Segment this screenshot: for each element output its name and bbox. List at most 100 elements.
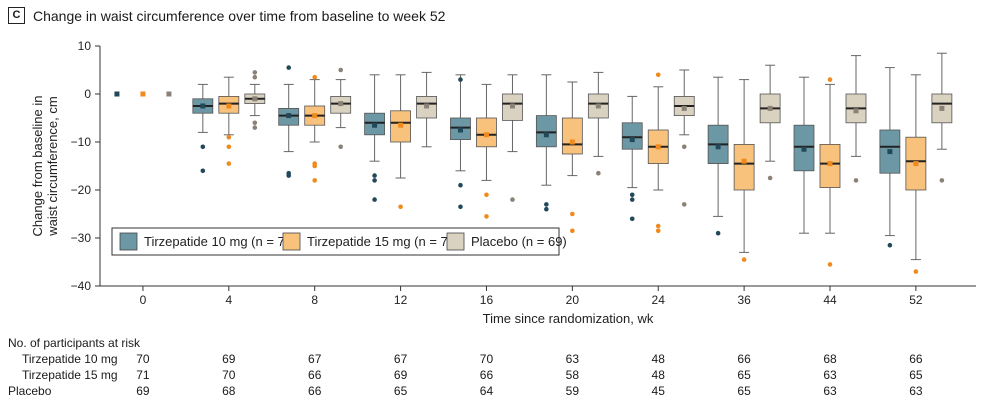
- risk-count: 67: [308, 352, 322, 366]
- box-tirzepatide-15-mg-wk36: [733, 79, 755, 262]
- outlier-point: [252, 120, 258, 126]
- panel-header: C Change in waist circumference over tim…: [8, 7, 445, 24]
- risk-count: 65: [737, 368, 751, 382]
- mean-marker: [629, 137, 635, 143]
- mean-marker: [166, 91, 172, 97]
- mean-marker: [827, 161, 833, 167]
- risk-count: 48: [651, 368, 665, 382]
- x-tick-label: 24: [652, 293, 666, 307]
- x-tick-label: 4: [225, 293, 232, 307]
- risk-count: 63: [823, 384, 837, 398]
- outlier-point: [827, 77, 833, 82]
- outlier-point: [913, 269, 919, 274]
- outlier-point: [484, 214, 489, 219]
- outlier-point: [629, 216, 635, 222]
- risk-count: 69: [393, 368, 408, 382]
- risk-count: 70: [479, 352, 494, 366]
- risk-count: 66: [909, 352, 923, 366]
- x-tick-label: 16: [480, 293, 494, 307]
- mean-marker: [939, 105, 945, 111]
- risk-count: 66: [308, 384, 322, 398]
- mean-marker: [887, 149, 893, 155]
- mean-marker: [312, 113, 318, 119]
- outlier-point: [200, 144, 206, 150]
- mean-marker: [140, 91, 146, 97]
- box-tirzepatide-10-mg-wk36: [707, 76, 729, 236]
- outlier-point: [629, 197, 635, 202]
- box-tirzepatide-15-mg-wk12: [390, 74, 411, 210]
- box-tirzepatide-10-mg-wk24: [621, 95, 643, 222]
- box-placebo-wk4: [244, 70, 266, 130]
- box-placebo-wk52: [931, 52, 953, 183]
- box-iqr: [621, 122, 643, 150]
- outlier-point: [741, 257, 747, 262]
- mean-marker: [338, 101, 344, 107]
- outlier-point: [200, 168, 206, 174]
- mean-marker: [424, 103, 430, 109]
- outlier-point: [767, 175, 773, 181]
- mean-marker: [715, 144, 721, 150]
- outlier-point: [681, 144, 687, 150]
- risk-row-label: Tirzepatide 10 mg: [22, 352, 118, 366]
- risk-count: 66: [308, 368, 322, 382]
- outlier-point: [715, 230, 721, 236]
- outlier-point: [372, 197, 377, 202]
- mean-marker: [681, 105, 687, 111]
- outlier-point: [338, 144, 344, 150]
- mean-marker: [226, 103, 232, 109]
- y-axis-title-line: Change from baseline in: [30, 96, 45, 237]
- outlier-point: [544, 206, 549, 212]
- x-axis-title: Time since randomization, wk: [483, 311, 654, 326]
- outlier-point: [372, 178, 377, 183]
- outlier-point: [226, 144, 232, 150]
- outlier-point: [655, 72, 661, 78]
- risk-count: 65: [737, 384, 751, 398]
- outlier-point: [629, 192, 635, 198]
- outlier-point: [827, 262, 833, 267]
- box-tirzepatide-10-mg-wk52: [879, 67, 901, 248]
- outlier-point: [458, 182, 463, 188]
- y-tick-label: 10: [78, 39, 92, 53]
- legend-label: Placebo (n = 69): [471, 234, 567, 249]
- risk-count: 58: [565, 368, 580, 382]
- box-tirzepatide-15-mg-wk24: [647, 72, 669, 234]
- box-placebo-wk8: [330, 67, 352, 150]
- mean-marker: [767, 105, 773, 111]
- outlier-point: [312, 163, 318, 169]
- mean-marker: [114, 91, 120, 97]
- risk-count: 48: [651, 352, 665, 366]
- outlier-point: [312, 178, 318, 183]
- box-plot-chart: 10 0 −10 −20 −30 −40 0 4 8 12 16 20 24 36 44 52 Time sin…: [30, 39, 976, 326]
- box-tirzepatide-15-mg-wk0: [140, 91, 146, 97]
- risk-count: 70: [136, 352, 150, 366]
- mean-marker: [483, 132, 489, 138]
- y-axis-title-line: waist circumference, cm: [45, 96, 60, 236]
- y-tick-label: −40: [71, 279, 92, 293]
- risk-count: 69: [136, 384, 150, 398]
- outlier-point: [226, 161, 232, 166]
- mean-marker: [595, 103, 601, 109]
- box-tirzepatide-15-mg-wk20: [561, 81, 583, 234]
- mean-marker: [398, 122, 404, 128]
- box-placebo-wk12: [416, 71, 437, 148]
- mean-marker: [801, 146, 807, 152]
- y-tick-label: 0: [84, 87, 91, 101]
- box-iqr: [535, 115, 557, 148]
- outlier-point: [510, 197, 515, 202]
- box-placebo-wk24: [673, 69, 695, 207]
- box-placebo-wk36: [759, 64, 781, 181]
- outlier-point: [853, 178, 859, 183]
- box-placebo-wk44: [845, 55, 867, 183]
- box-iqr: [561, 117, 583, 155]
- risk-table-title: No. of participants at risk: [8, 336, 141, 350]
- y-tick-label: −10: [71, 135, 92, 149]
- mean-marker: [372, 122, 378, 128]
- risk-count: 67: [393, 352, 408, 366]
- outlier-point: [681, 202, 687, 207]
- outlier-point: [939, 178, 945, 183]
- x-tick-label: 44: [823, 293, 837, 307]
- outlier-point: [570, 228, 575, 234]
- risk-row-label: Tirzepatide 15 mg: [22, 368, 118, 382]
- outlier-point: [252, 74, 258, 80]
- mean-marker: [200, 103, 206, 109]
